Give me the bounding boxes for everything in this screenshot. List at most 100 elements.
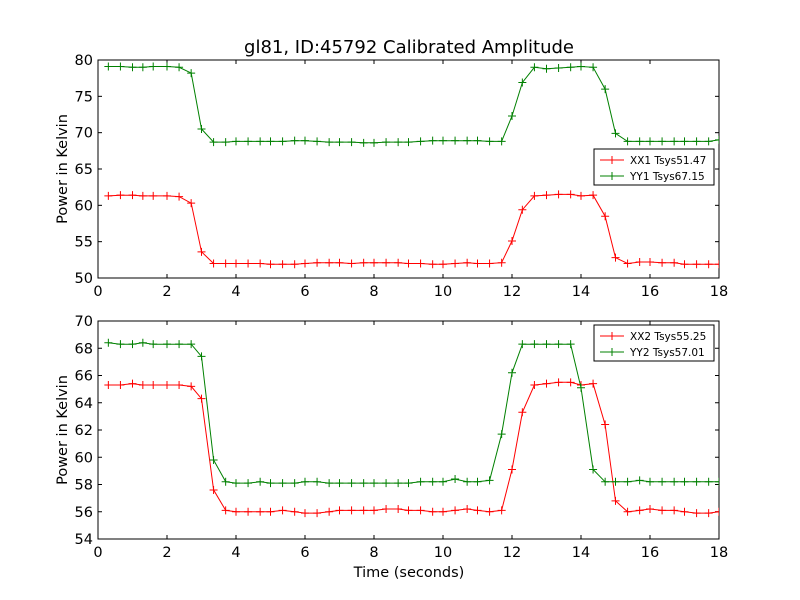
data-point — [601, 85, 610, 94]
x-tick-label: 6 — [300, 545, 309, 561]
data-point — [497, 137, 506, 146]
data-point — [301, 259, 309, 268]
data-point — [680, 137, 689, 146]
data-point — [175, 192, 184, 201]
data-point — [451, 475, 460, 484]
data-point — [589, 379, 598, 388]
data-point — [439, 136, 447, 145]
y-tick-label: 75 — [75, 89, 93, 105]
data-point — [313, 137, 322, 146]
legend-entry: XX2 Tsys55.25 — [630, 331, 706, 343]
data-point — [104, 62, 113, 71]
data-point — [290, 136, 299, 145]
legend: XX2 Tsys55.25 YY2 Tsys57.01 — [593, 324, 715, 362]
y-tick-label: 66 — [75, 369, 93, 385]
data-point — [554, 340, 563, 349]
data-point — [542, 340, 551, 349]
y-tick-label: 65 — [75, 162, 93, 178]
x-tick-label: 0 — [93, 284, 102, 300]
legend: XX1 Tsys51.47 YY1 Tsys67.15 — [593, 148, 715, 186]
x-tick-label: 18 — [710, 545, 728, 561]
legend-entry: YY2 Tsys57.01 — [629, 347, 705, 359]
data-point — [138, 338, 147, 347]
data-point — [325, 507, 334, 516]
data-point — [290, 507, 299, 516]
data-point — [473, 477, 482, 486]
data-point — [359, 138, 368, 147]
data-point — [670, 506, 679, 515]
data-point — [416, 477, 425, 486]
data-point — [715, 477, 719, 486]
data-point — [404, 259, 413, 268]
data-point — [497, 430, 506, 439]
data-point — [359, 506, 368, 515]
data-point — [149, 381, 158, 390]
x-tick-label: 4 — [231, 545, 240, 561]
data-point — [278, 260, 287, 269]
y-tick-label: 60 — [75, 450, 93, 466]
data-point — [518, 408, 527, 417]
data-point — [244, 137, 253, 146]
data-point — [244, 259, 253, 268]
data-point — [428, 507, 437, 516]
data-point — [566, 340, 575, 349]
data-point — [635, 258, 644, 267]
data-point — [138, 381, 147, 390]
y-tick-label: 80 — [75, 53, 93, 69]
data-point — [175, 340, 184, 349]
series-line — [108, 65, 719, 144]
data-point — [209, 138, 218, 147]
data-point — [128, 379, 137, 388]
data-point — [232, 259, 240, 268]
data-point — [404, 479, 413, 488]
data-point — [554, 378, 563, 387]
data-point — [508, 368, 516, 377]
y-tick-label: 64 — [75, 396, 93, 412]
x-tick-label: 10 — [434, 545, 452, 561]
data-point — [704, 260, 713, 269]
data-point — [658, 477, 667, 486]
x-tick-label: 16 — [641, 284, 659, 300]
data-point — [128, 340, 137, 349]
data-point — [670, 137, 679, 146]
data-point — [394, 258, 403, 267]
data-point — [439, 260, 447, 269]
data-point — [463, 136, 472, 145]
data-point — [325, 138, 334, 147]
data-point — [187, 382, 196, 391]
data-point — [530, 340, 539, 349]
data-point — [359, 258, 368, 267]
data-point — [382, 138, 391, 147]
data-point — [704, 477, 713, 486]
data-point — [451, 259, 460, 268]
data-point — [313, 477, 322, 486]
data-point — [680, 260, 689, 269]
data-point — [646, 137, 654, 146]
data-point — [416, 259, 425, 268]
data-point — [658, 137, 667, 146]
data-point — [325, 258, 334, 267]
x-tick-label: 8 — [369, 545, 378, 561]
data-point — [646, 477, 654, 486]
data-point — [278, 506, 287, 515]
data-point — [232, 479, 240, 488]
data-point — [232, 507, 240, 516]
data-point — [163, 62, 171, 71]
legend-marker — [608, 332, 616, 340]
data-point — [163, 340, 171, 349]
data-point — [566, 63, 575, 72]
data-point — [463, 258, 472, 267]
data-point — [589, 465, 598, 474]
data-point — [149, 62, 158, 71]
data-point — [209, 485, 218, 494]
x-tick-label: 2 — [162, 545, 171, 561]
data-point — [704, 509, 713, 518]
series-2 — [104, 338, 719, 488]
data-point — [197, 352, 206, 361]
data-point — [278, 479, 287, 488]
data-point — [692, 509, 701, 518]
data-point — [692, 137, 701, 146]
data-point — [473, 506, 482, 515]
x-tick-label: 0 — [93, 545, 102, 561]
